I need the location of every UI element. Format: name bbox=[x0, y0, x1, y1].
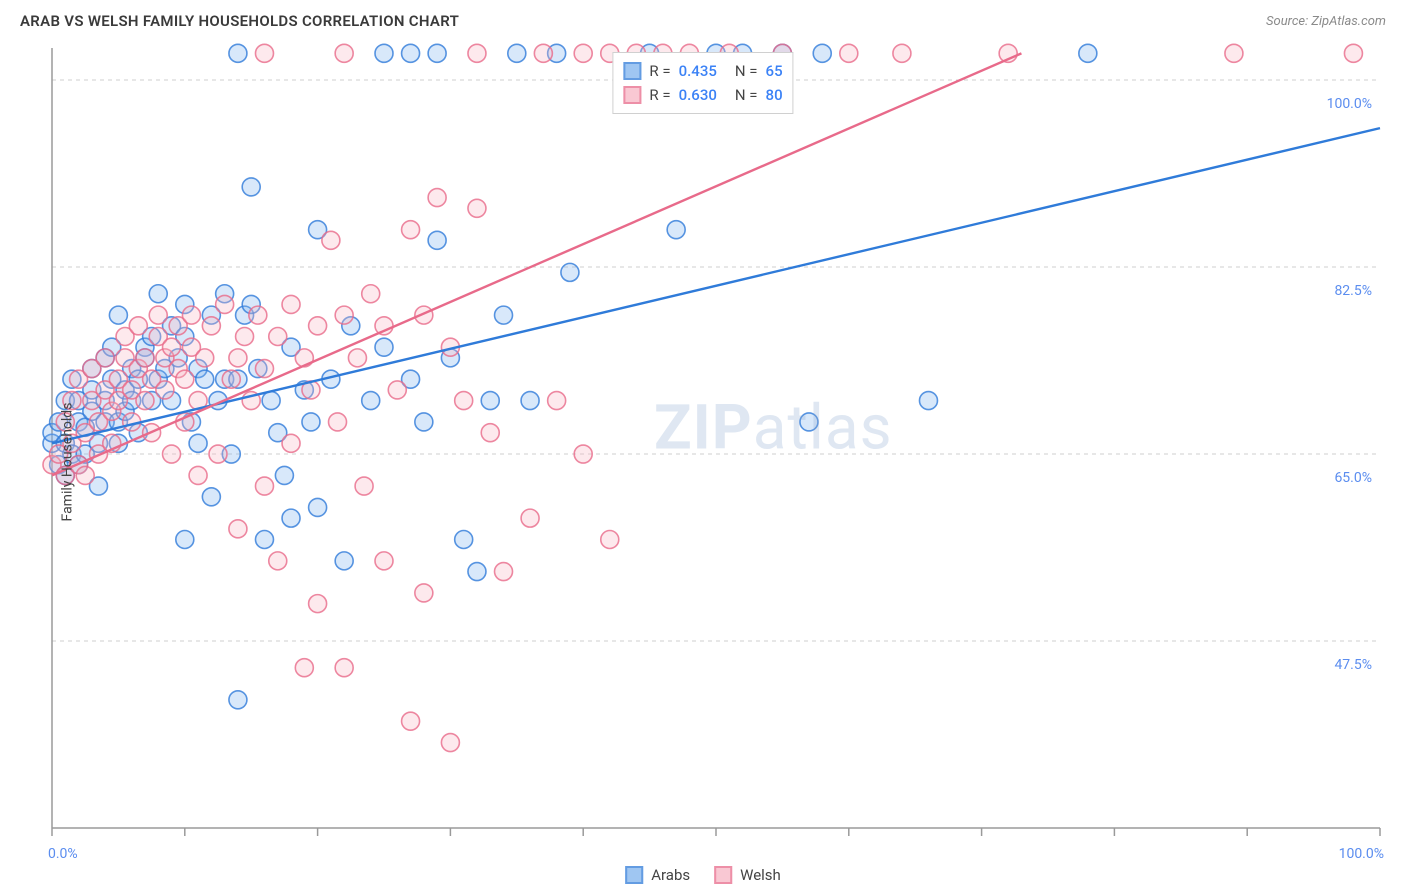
x-tick-left: 0.0% bbox=[48, 846, 78, 862]
svg-text:47.5%: 47.5% bbox=[1334, 657, 1372, 673]
scatter-chart-svg: 47.5% 65.0% 82.5% 100.0% bbox=[0, 38, 1406, 886]
chart-area: Family Households 47.5%65.0%82.5%100.0% … bbox=[0, 38, 1406, 886]
swatch-welsh-icon bbox=[714, 866, 732, 884]
legend-item-welsh: Welsh bbox=[714, 866, 781, 884]
legend-row-welsh: R = 0.630 N = 80 bbox=[623, 83, 782, 107]
chart-title: ARAB VS WELSH FAMILY HOUSEHOLDS CORRELAT… bbox=[20, 12, 459, 30]
chart-source: Source: ZipAtlas.com bbox=[1266, 14, 1386, 29]
y-axis-label: Family Households bbox=[59, 403, 75, 522]
svg-text:82.5%: 82.5% bbox=[1334, 283, 1372, 299]
swatch-arabs bbox=[623, 62, 641, 80]
correlation-legend: R = 0.435 N = 65 R = 0.630 N = 80 bbox=[612, 52, 793, 114]
swatch-welsh bbox=[623, 86, 641, 104]
legend-row-arabs: R = 0.435 N = 65 bbox=[623, 59, 782, 83]
svg-text:65.0%: 65.0% bbox=[1334, 470, 1372, 486]
swatch-arabs-icon bbox=[625, 866, 643, 884]
chart-header: ARAB VS WELSH FAMILY HOUSEHOLDS CORRELAT… bbox=[0, 0, 1406, 38]
legend-item-arabs: Arabs bbox=[625, 866, 690, 884]
svg-text:100.0%: 100.0% bbox=[1327, 96, 1372, 112]
x-tick-right: 100.0% bbox=[1339, 846, 1384, 862]
series-legend: Arabs Welsh bbox=[625, 866, 781, 884]
